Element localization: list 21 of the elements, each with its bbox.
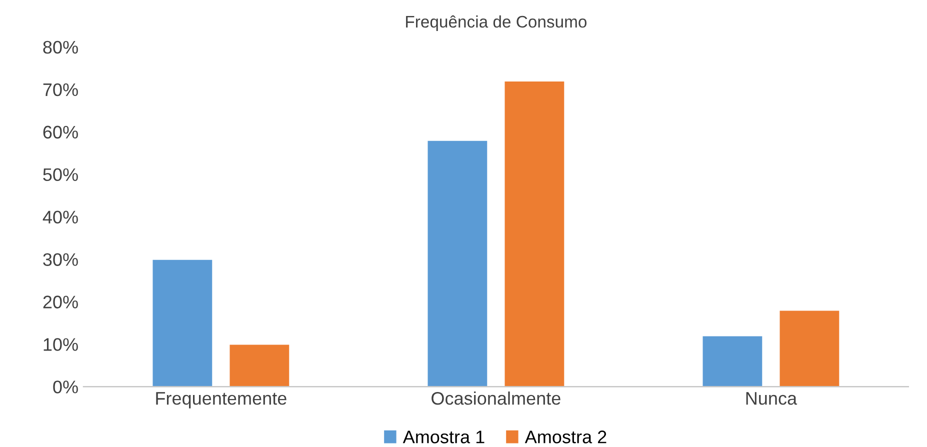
bar <box>504 80 566 387</box>
bar <box>152 258 214 387</box>
y-tick-label: 20% <box>43 296 78 308</box>
y-tick-label: 70% <box>43 83 78 96</box>
bar <box>702 335 764 387</box>
x-tick-label: Ocasionalmente <box>432 392 560 405</box>
y-tick-label: 10% <box>44 338 78 351</box>
y-tick-label: 80% <box>43 40 78 54</box>
legend-label: Amostra 2 <box>524 430 606 444</box>
y-tick-label: 0% <box>53 380 78 394</box>
legend-label: Amostra 1 <box>402 430 484 444</box>
y-tick-label: 60% <box>43 126 78 139</box>
chart-title: Frequência de Consumo <box>406 15 587 31</box>
x-tick-label: Nunca <box>746 392 798 405</box>
y-tick-label: 40% <box>42 210 78 224</box>
bar <box>778 310 840 387</box>
y-tick-label: 30% <box>43 253 78 266</box>
x-tick-label: Frequentemente <box>156 392 286 408</box>
bar <box>228 344 290 387</box>
bar <box>426 140 488 387</box>
y-tick-label: 50% <box>43 168 78 182</box>
